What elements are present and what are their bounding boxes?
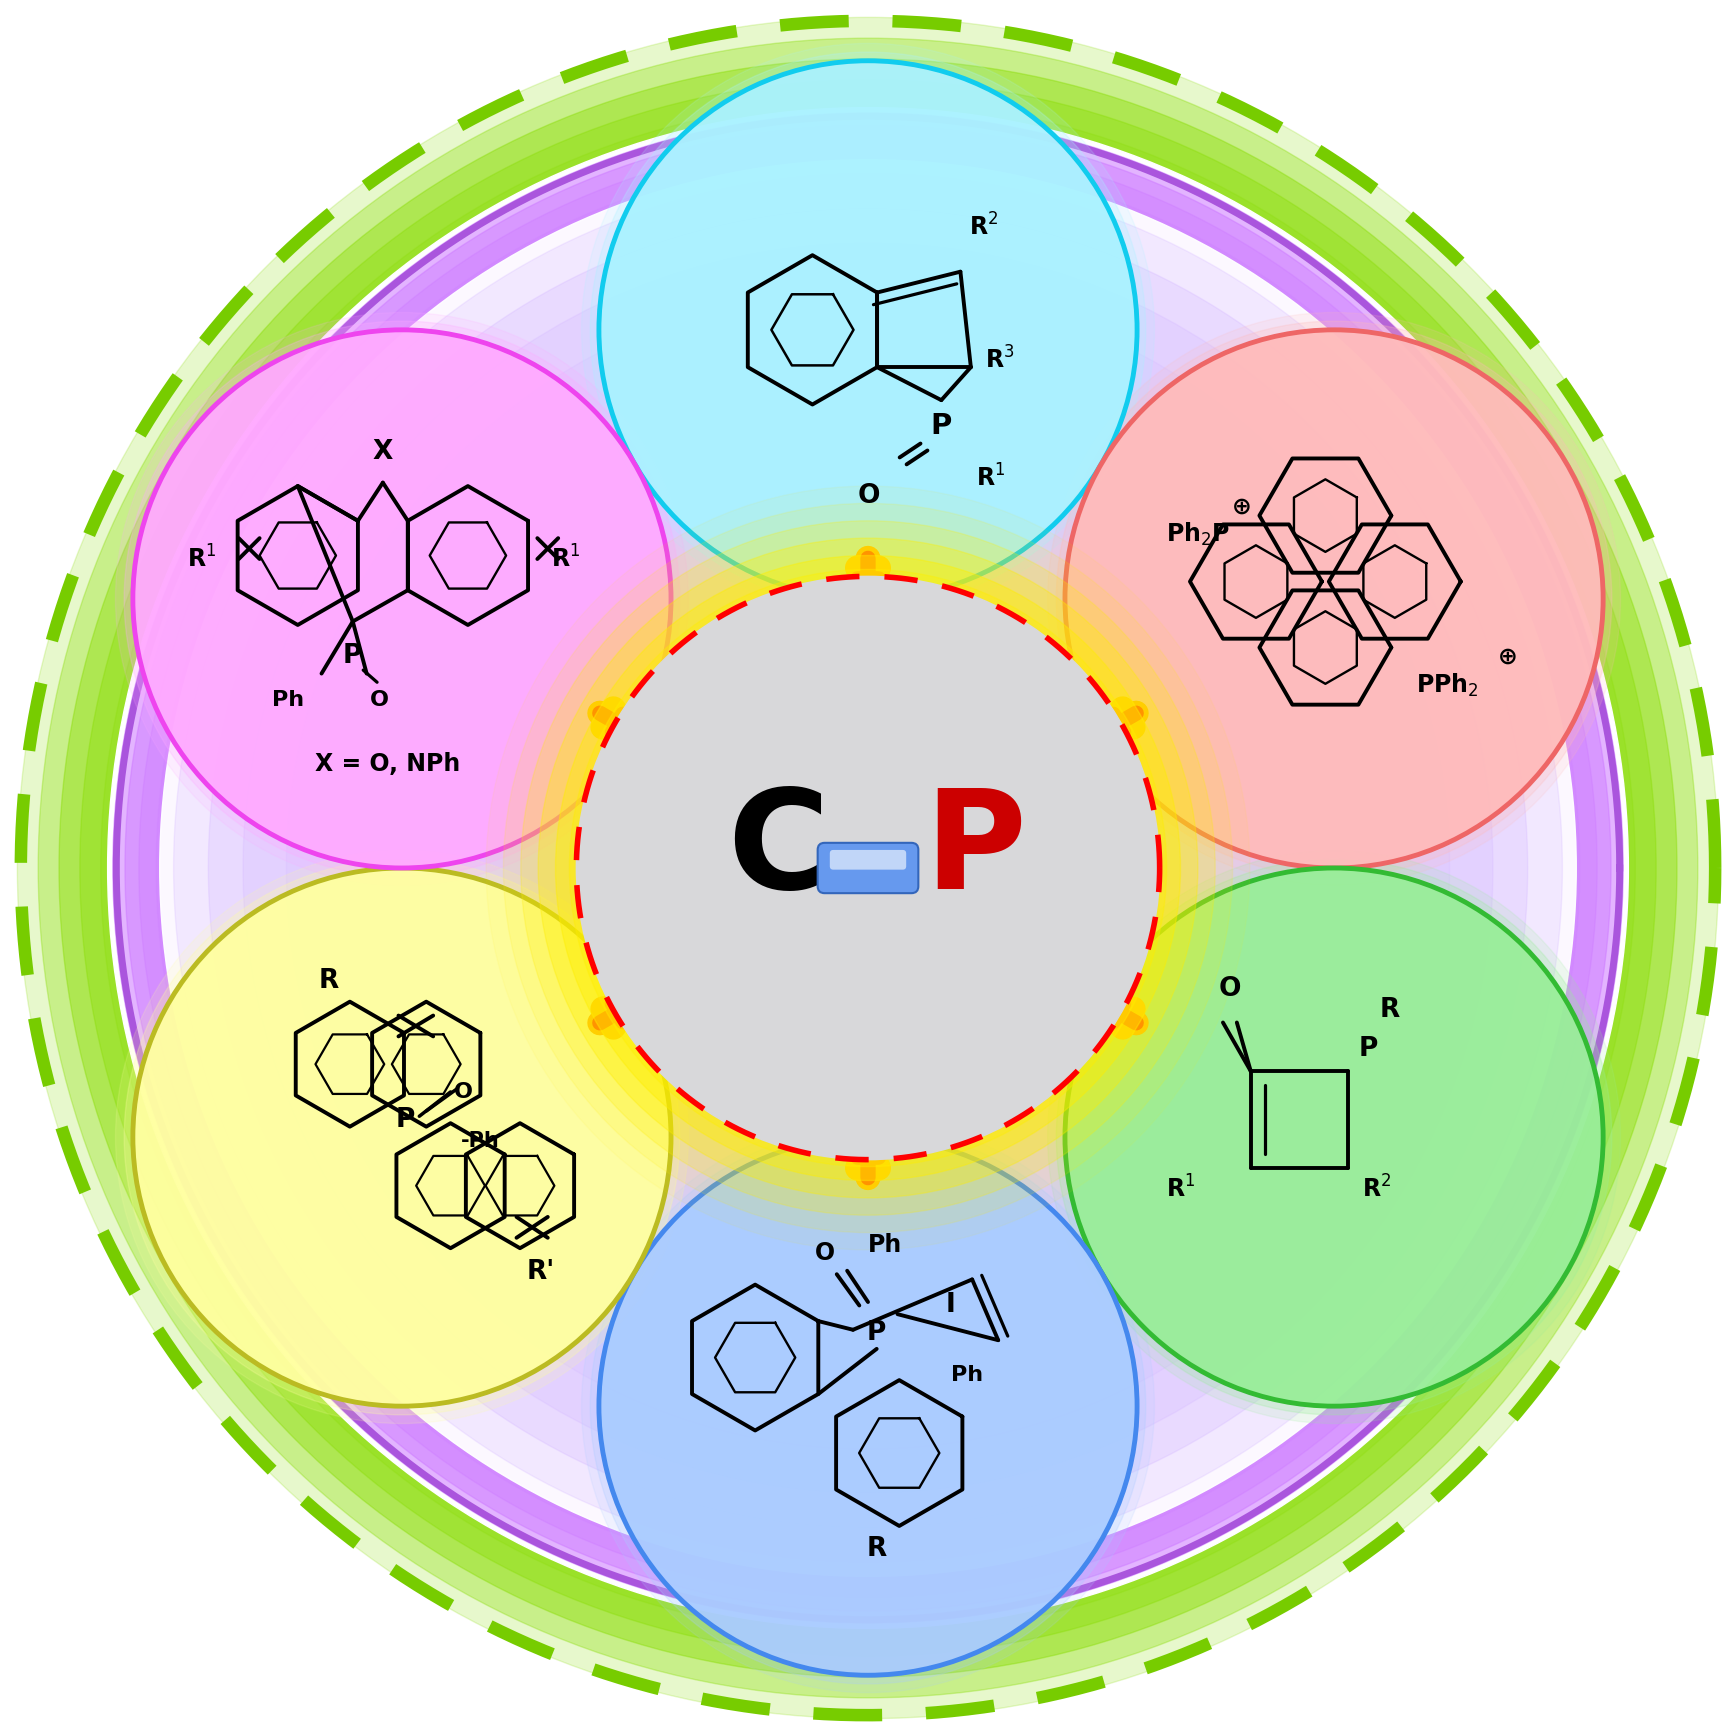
- Text: R$^3$: R$^3$: [984, 347, 1014, 373]
- Text: X = O, NPh: X = O, NPh: [316, 752, 460, 776]
- Text: P: P: [344, 644, 363, 668]
- Text: P: P: [396, 1108, 415, 1132]
- Circle shape: [116, 851, 689, 1424]
- Circle shape: [174, 174, 1562, 1562]
- Text: R': R': [526, 1260, 556, 1285]
- Text: R$^2$: R$^2$: [1361, 1175, 1391, 1203]
- Circle shape: [1055, 859, 1611, 1415]
- Circle shape: [599, 61, 1137, 599]
- Circle shape: [113, 113, 1623, 1623]
- Text: R: R: [1378, 996, 1399, 1023]
- Circle shape: [125, 321, 681, 877]
- Circle shape: [576, 576, 1160, 1160]
- Circle shape: [1047, 312, 1620, 885]
- Text: Ph$_2$P: Ph$_2$P: [1165, 521, 1229, 549]
- Text: R$^1$: R$^1$: [187, 545, 217, 573]
- Circle shape: [139, 139, 1597, 1597]
- Text: R: R: [319, 969, 339, 993]
- Text: -Ph: -Ph: [462, 1130, 500, 1151]
- Circle shape: [80, 80, 1656, 1656]
- Circle shape: [1064, 868, 1602, 1406]
- Circle shape: [582, 43, 1154, 616]
- Circle shape: [116, 312, 689, 885]
- Circle shape: [160, 160, 1576, 1576]
- Circle shape: [1064, 330, 1602, 868]
- Circle shape: [599, 1137, 1137, 1675]
- Text: O: O: [1219, 976, 1241, 1002]
- FancyBboxPatch shape: [818, 844, 918, 892]
- Text: O: O: [370, 689, 389, 710]
- Text: O: O: [858, 483, 880, 509]
- Text: P: P: [925, 783, 1026, 918]
- Text: P: P: [930, 411, 951, 441]
- Text: X: X: [373, 439, 392, 465]
- Circle shape: [125, 125, 1611, 1611]
- Text: Ph: Ph: [273, 689, 304, 710]
- Circle shape: [286, 286, 1450, 1450]
- Text: Ph: Ph: [951, 1364, 984, 1385]
- Circle shape: [538, 538, 1198, 1198]
- Text: PPh$_2$: PPh$_2$: [1415, 672, 1479, 700]
- Text: Ph: Ph: [868, 1233, 903, 1257]
- Circle shape: [486, 486, 1250, 1250]
- Text: R$^1$: R$^1$: [1167, 1175, 1194, 1203]
- Circle shape: [59, 59, 1677, 1677]
- Text: O: O: [814, 1241, 835, 1266]
- Circle shape: [1047, 851, 1620, 1424]
- Text: R$^2$: R$^2$: [969, 214, 998, 240]
- Circle shape: [125, 859, 681, 1415]
- Text: R$^1$: R$^1$: [976, 464, 1005, 491]
- Circle shape: [156, 156, 1580, 1580]
- Circle shape: [590, 52, 1146, 608]
- Text: ⊕: ⊕: [1233, 495, 1252, 519]
- Text: P: P: [866, 1321, 887, 1345]
- Text: ⊕: ⊕: [1498, 644, 1517, 668]
- Circle shape: [134, 330, 672, 868]
- Circle shape: [108, 108, 1628, 1628]
- Circle shape: [582, 1120, 1154, 1693]
- Text: I: I: [946, 1293, 957, 1318]
- Circle shape: [101, 101, 1635, 1635]
- Circle shape: [208, 208, 1528, 1528]
- Circle shape: [243, 243, 1493, 1493]
- Text: C: C: [727, 783, 828, 918]
- Text: O: O: [455, 1082, 472, 1102]
- Text: R: R: [866, 1536, 887, 1561]
- Circle shape: [1055, 321, 1611, 877]
- Circle shape: [590, 1128, 1146, 1684]
- Text: R$^1$: R$^1$: [552, 545, 580, 573]
- Circle shape: [521, 521, 1215, 1215]
- Circle shape: [569, 569, 1167, 1167]
- Circle shape: [17, 17, 1719, 1719]
- FancyBboxPatch shape: [830, 851, 906, 870]
- Circle shape: [38, 38, 1698, 1698]
- Circle shape: [556, 556, 1180, 1180]
- Circle shape: [134, 868, 672, 1406]
- Text: P: P: [1358, 1036, 1378, 1062]
- Circle shape: [503, 503, 1233, 1233]
